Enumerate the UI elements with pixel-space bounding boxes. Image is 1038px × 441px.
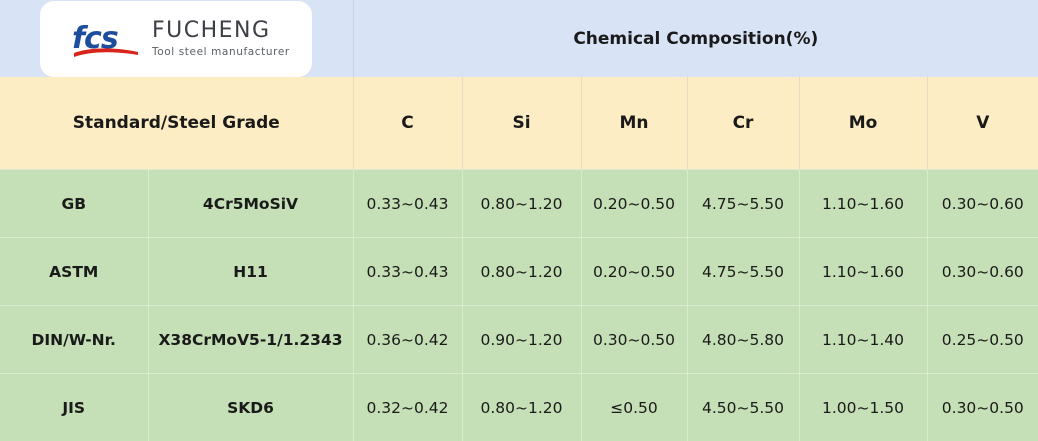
value-cell-c: 0.32~0.42 — [353, 374, 462, 441]
table-row: GB 4Cr5MoSiV 0.33~0.43 0.80~1.20 0.20~0.… — [0, 170, 1038, 238]
grade-cell: SKD6 — [148, 374, 353, 441]
value-cell-mn: 0.20~0.50 — [581, 238, 687, 306]
column-header-mn: Mn — [581, 77, 687, 170]
fcs-logo-icon: fcs — [72, 17, 140, 61]
brand-tagline: Tool steel manufacturer — [152, 46, 290, 58]
value-cell-mn: 0.30~0.50 — [581, 306, 687, 374]
value-cell-si: 0.80~1.20 — [462, 374, 581, 441]
value-cell-c: 0.33~0.43 — [353, 238, 462, 306]
value-cell-cr: 4.75~5.50 — [687, 170, 799, 238]
value-cell-v: 0.30~0.50 — [927, 374, 1038, 441]
column-header-v: V — [927, 77, 1038, 170]
value-cell-v: 0.30~0.60 — [927, 170, 1038, 238]
column-header-c: C — [353, 77, 462, 170]
logo-cell: fcs FUCHENG Tool steel manufacturer — [0, 0, 353, 77]
value-cell-v: 0.25~0.50 — [927, 306, 1038, 374]
column-header-cr: Cr — [687, 77, 799, 170]
title-row: fcs FUCHENG Tool steel manufacturer Chem… — [0, 0, 1038, 77]
standard-cell: ASTM — [0, 238, 148, 306]
company-logo: fcs FUCHENG Tool steel manufacturer — [40, 1, 312, 77]
brand-name: FUCHENG — [152, 20, 290, 42]
column-header-si: Si — [462, 77, 581, 170]
standard-cell: JIS — [0, 374, 148, 441]
standard-cell: DIN/W-Nr. — [0, 306, 148, 374]
table-row: DIN/W-Nr. X38CrMoV5-1/1.2343 0.36~0.42 0… — [0, 306, 1038, 374]
value-cell-mo: 1.00~1.50 — [799, 374, 927, 441]
table-row: ASTM H11 0.33~0.43 0.80~1.20 0.20~0.50 4… — [0, 238, 1038, 306]
table-row: JIS SKD6 0.32~0.42 0.80~1.20 ≤0.50 4.50~… — [0, 374, 1038, 441]
column-header-standard: Standard/Steel Grade — [0, 77, 353, 170]
value-cell-mo: 1.10~1.40 — [799, 306, 927, 374]
table-title: Chemical Composition(%) — [353, 0, 1038, 77]
value-cell-c: 0.33~0.43 — [353, 170, 462, 238]
value-cell-mo: 1.10~1.60 — [799, 170, 927, 238]
column-header-mo: Mo — [799, 77, 927, 170]
value-cell-mn: 0.20~0.50 — [581, 170, 687, 238]
value-cell-si: 0.80~1.20 — [462, 238, 581, 306]
value-cell-cr: 4.75~5.50 — [687, 238, 799, 306]
value-cell-cr: 4.80~5.80 — [687, 306, 799, 374]
grade-cell: 4Cr5MoSiV — [148, 170, 353, 238]
column-header-row: Standard/Steel Grade C Si Mn Cr Mo V — [0, 77, 1038, 170]
value-cell-si: 0.80~1.20 — [462, 170, 581, 238]
value-cell-mn: ≤0.50 — [581, 374, 687, 441]
standard-cell: GB — [0, 170, 148, 238]
value-cell-v: 0.30~0.60 — [927, 238, 1038, 306]
value-cell-si: 0.90~1.20 — [462, 306, 581, 374]
grade-cell: H11 — [148, 238, 353, 306]
grade-cell: X38CrMoV5-1/1.2343 — [148, 306, 353, 374]
value-cell-cr: 4.50~5.50 — [687, 374, 799, 441]
value-cell-mo: 1.10~1.60 — [799, 238, 927, 306]
value-cell-c: 0.36~0.42 — [353, 306, 462, 374]
